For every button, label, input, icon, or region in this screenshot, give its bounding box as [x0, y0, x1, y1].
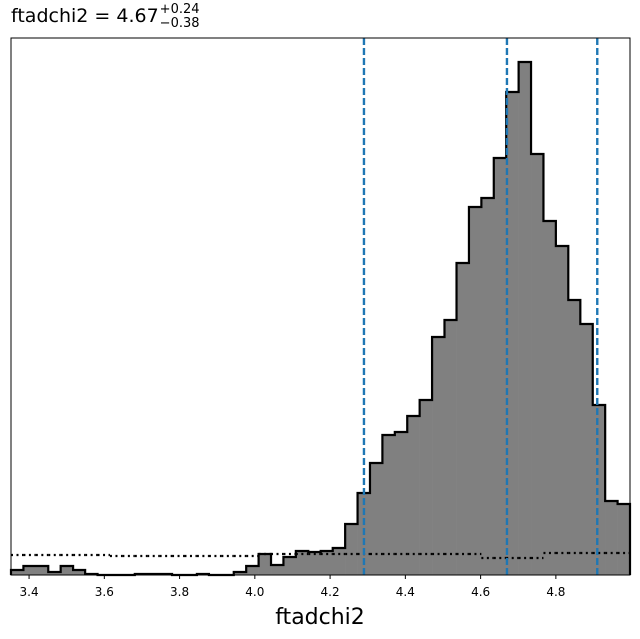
histogram-bar [568, 300, 581, 575]
title-upper-error: +0.24 [160, 2, 200, 17]
histogram-bar [23, 566, 37, 575]
histogram-bar [605, 501, 618, 575]
histogram-bar [543, 221, 557, 575]
histogram-bar [432, 337, 445, 575]
histogram-bar [320, 551, 334, 575]
histogram-bar [407, 416, 420, 575]
x-tick-label: 4.4 [396, 585, 415, 599]
histogram-bar [295, 551, 309, 575]
x-axis-label: ftadchi2 [275, 605, 365, 630]
title-lower-error: −0.38 [160, 16, 200, 31]
histogram-bar [283, 557, 297, 575]
histogram-bar [11, 570, 24, 575]
histogram-bar [60, 566, 74, 575]
x-tick-label: 3.6 [95, 585, 114, 599]
histogram-bar [332, 548, 346, 575]
histogram-bar [48, 572, 61, 575]
histogram-bar [444, 320, 457, 575]
histogram-bar [246, 566, 259, 575]
chart-title: ftadchi2 = 4.67 [11, 5, 159, 27]
histogram-bar [555, 246, 569, 575]
histogram-bar [419, 400, 433, 575]
histogram-bar [580, 324, 594, 575]
x-tick-label: 4.8 [546, 585, 565, 599]
x-tick-label: 3.4 [20, 585, 39, 599]
histogram-bar [493, 158, 507, 575]
plot-frame [10, 37, 631, 576]
histogram-bar [233, 572, 247, 575]
histogram-bar [73, 570, 86, 575]
x-tick-label: 4.6 [471, 585, 490, 599]
histogram-bar [35, 566, 49, 575]
histogram-bar [258, 554, 272, 575]
histogram-bar [617, 504, 631, 575]
histogram-bar [468, 207, 482, 575]
x-tick-label: 4.0 [245, 585, 264, 599]
x-tick-label: 4.2 [321, 585, 340, 599]
histogram-bar [506, 92, 519, 575]
histogram-bar [481, 198, 495, 575]
histogram-bar [308, 552, 321, 575]
histogram-bar [271, 565, 284, 575]
histogram-bar [531, 154, 544, 575]
histogram-bar [456, 263, 470, 575]
histogram-bar [369, 463, 383, 575]
histogram-bar [518, 62, 532, 575]
histogram-bar [394, 432, 408, 575]
x-tick-label: 3.8 [170, 585, 189, 599]
histogram-bar [382, 435, 396, 575]
histogram-bar [592, 405, 606, 575]
histogram-bar [345, 524, 358, 575]
